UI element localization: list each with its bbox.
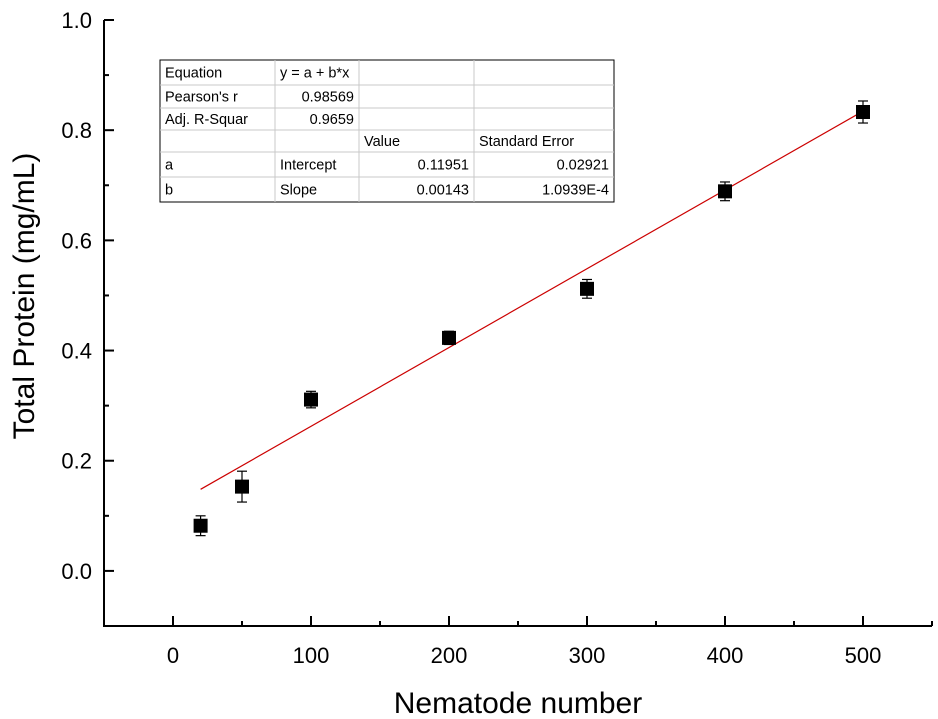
x-tick-label: 300 bbox=[569, 643, 606, 668]
y-tick-label: 0.0 bbox=[61, 559, 92, 584]
stats-cell: 0.98569 bbox=[302, 90, 354, 106]
data-point bbox=[580, 281, 594, 296]
stats-cell: 0.00143 bbox=[417, 183, 469, 199]
y-tick-label: 0.6 bbox=[61, 228, 92, 253]
x-tick-label: 100 bbox=[293, 643, 330, 668]
fit-line-group bbox=[200, 110, 864, 490]
x-tick-label: 200 bbox=[431, 643, 468, 668]
x-tick-label: 500 bbox=[845, 643, 882, 668]
stats-cell: Pearson's r bbox=[165, 90, 238, 106]
stats-cell: Adj. R-Squar bbox=[165, 112, 248, 128]
stats-cell: 0.9659 bbox=[310, 112, 354, 128]
stats-cell: a bbox=[165, 158, 174, 174]
stats-cell: 1.0939E-4 bbox=[542, 183, 609, 199]
data-point bbox=[304, 392, 318, 407]
data-points bbox=[193, 100, 870, 537]
fit-line bbox=[200, 110, 864, 490]
stats-table: Equation y = a + b*x Pearson's r 0.98569 Adj… bbox=[159, 59, 615, 203]
y-tick-label: 0.8 bbox=[61, 118, 92, 143]
data-point bbox=[235, 479, 249, 494]
stats-cell: Equation bbox=[165, 66, 222, 82]
stats-table-border bbox=[159, 59, 615, 203]
y-tick-label: 0.2 bbox=[61, 449, 92, 474]
stats-cell: 0.02921 bbox=[557, 158, 609, 174]
data-point bbox=[442, 330, 456, 345]
axis-titles: Nematode number Total Protein (mg/mL) bbox=[8, 153, 642, 719]
stats-cell: 0.11951 bbox=[418, 158, 469, 174]
stats-cell: y = a + b*x bbox=[280, 66, 350, 82]
data-point bbox=[193, 518, 208, 533]
data-point bbox=[718, 184, 732, 199]
x-tick-label: 400 bbox=[707, 643, 744, 668]
stats-cell: Value bbox=[364, 134, 400, 150]
stats-cell: Slope bbox=[280, 183, 317, 199]
ticks: 0.0 0.2 0.4 0.6 0.8 1.0 0 100 200 300 400 500 bbox=[61, 8, 933, 668]
stats-cell: Standard Error bbox=[479, 134, 574, 150]
x-tick-label: 0 bbox=[167, 643, 179, 668]
y-tick-label: 1.0 bbox=[61, 8, 92, 33]
y-axis-title: Total Protein (mg/mL) bbox=[8, 153, 41, 440]
stats-cell: b bbox=[165, 183, 173, 199]
y-tick-label: 0.4 bbox=[61, 339, 92, 364]
data-point bbox=[856, 105, 870, 120]
stats-cell: Intercept bbox=[280, 158, 336, 174]
x-axis-title: Nematode number bbox=[394, 687, 642, 719]
